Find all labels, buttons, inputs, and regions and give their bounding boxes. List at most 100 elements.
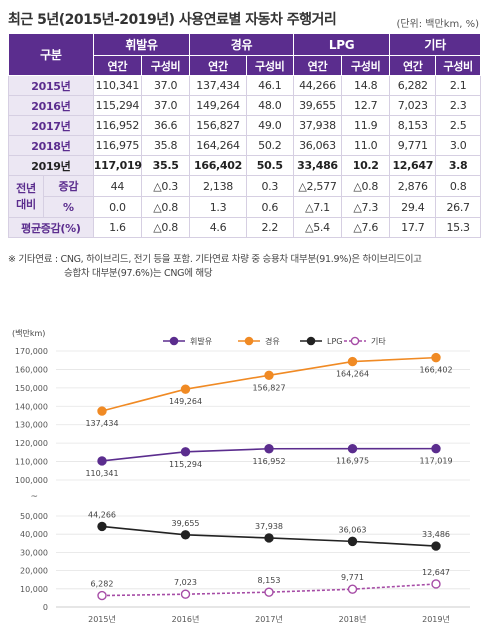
table-cell: △0.8 bbox=[140, 196, 191, 218]
series-3: 6,282 7,023 8,153 9,771 12,647 bbox=[91, 568, 450, 601]
row-label: 2019년 bbox=[8, 155, 94, 176]
table-row: 2017년 116,952 36.6 156,827 49.0 37,938 11.9 8,1… bbox=[8, 115, 481, 136]
data-point bbox=[264, 370, 274, 380]
table-cell: 35.5 bbox=[140, 155, 191, 176]
data-point bbox=[180, 447, 191, 457]
y-tick-label: 40,000 bbox=[20, 530, 48, 539]
y-tick-label: 100,000 bbox=[15, 476, 48, 485]
table-subheader: 연간 bbox=[292, 55, 343, 76]
table-cell: △7.3 bbox=[341, 196, 391, 218]
table-cell: 11.0 bbox=[341, 135, 391, 156]
table-cell: 4.6 bbox=[189, 217, 247, 238]
data-point bbox=[431, 541, 441, 551]
legend-label: 기타 bbox=[371, 337, 386, 346]
chart-legend: 휘발유 경유 LPG 기타 bbox=[163, 336, 386, 346]
data-label: 36,063 bbox=[339, 525, 367, 534]
data-point bbox=[347, 444, 358, 454]
table-cell: 3.0 bbox=[435, 135, 481, 156]
table-cell: 50.2 bbox=[245, 135, 294, 156]
table-cell: 137,434 bbox=[189, 75, 247, 96]
table-cell: △0.8 bbox=[140, 217, 191, 238]
table-cell: 3.8 bbox=[435, 155, 481, 176]
table-cell: 8,153 bbox=[389, 115, 437, 136]
data-label: 117,019 bbox=[419, 457, 452, 466]
table-cell: 49.0 bbox=[245, 115, 294, 136]
data-point bbox=[264, 587, 274, 597]
legend-label: 경유 bbox=[265, 336, 280, 346]
table-cell: 9,771 bbox=[389, 135, 437, 156]
table-cell: 12,647 bbox=[389, 155, 437, 176]
table-cell: 37,938 bbox=[292, 115, 343, 136]
data-label: 12,647 bbox=[422, 568, 450, 577]
y-tick-label: 120,000 bbox=[15, 439, 48, 448]
data-label: 149,264 bbox=[169, 397, 202, 406]
table-cell: 149,264 bbox=[189, 95, 247, 116]
table-cell: △2,577 bbox=[292, 175, 343, 197]
table-cell: 0.0 bbox=[92, 196, 142, 218]
y-tick-label: 140,000 bbox=[15, 402, 48, 411]
legend-label: 휘발유 bbox=[190, 336, 212, 346]
data-label: 37,938 bbox=[255, 522, 283, 531]
table-row: 2015년 110,341 37.0 137,434 46.1 44,266 14.8 6,2… bbox=[8, 75, 481, 96]
legend-marker bbox=[350, 336, 360, 346]
table-cell: 1.6 bbox=[92, 217, 142, 238]
legend-label: LPG bbox=[327, 337, 342, 346]
table-cell: 50.5 bbox=[245, 155, 294, 176]
legend-item: 휘발유 bbox=[163, 336, 212, 346]
table-cell: △5.4 bbox=[292, 217, 343, 238]
table-group-header: LPG bbox=[292, 33, 391, 56]
table-group-header: 경유 bbox=[189, 33, 294, 56]
y-tick-label: 170,000 bbox=[15, 347, 48, 356]
row-label: 평균증감(%) bbox=[8, 217, 94, 238]
series-2: 44,266 39,655 37,938 36,063 33,486 bbox=[88, 510, 450, 551]
table-subheader: 구성비 bbox=[435, 55, 481, 76]
table-cell: 166,402 bbox=[189, 155, 247, 176]
table-header-groups: 구분 휘발유 경유 LPG 기타 bbox=[8, 33, 481, 76]
table-row: 2019년 117,019 35.5 166,402 50.5 33,486 10.2 12,… bbox=[8, 155, 481, 176]
table-row: 2018년 116,975 35.8 164,264 50.2 36,063 11.0 9,7… bbox=[8, 135, 481, 156]
table-cell: 44,266 bbox=[292, 75, 343, 96]
x-tick-label: 2015년 bbox=[88, 614, 116, 624]
table-cell: 7,023 bbox=[389, 95, 437, 116]
table-cell: 2.3 bbox=[435, 95, 481, 116]
table-cell: 37.0 bbox=[140, 75, 191, 96]
data-label: 116,975 bbox=[336, 457, 369, 466]
x-tick-label: 2018년 bbox=[339, 614, 367, 624]
row-label: 2015년 bbox=[8, 75, 94, 96]
data-label: 8,153 bbox=[258, 576, 281, 585]
table-cell: 46.1 bbox=[245, 75, 294, 96]
table-cell: 116,975 bbox=[92, 135, 142, 156]
data-point bbox=[347, 356, 358, 367]
table-cell: 29.4 bbox=[389, 196, 437, 218]
table-cell: 117,019 bbox=[92, 155, 142, 176]
unit-note: (단위: 백만km, %) bbox=[396, 19, 479, 30]
table-cell: 36.6 bbox=[140, 115, 191, 136]
data-label: 7,023 bbox=[174, 578, 197, 587]
table-cell: 33,486 bbox=[292, 155, 343, 176]
yoy-label: 전년 대비 증감% bbox=[8, 175, 94, 218]
table-group-header: 기타 bbox=[389, 33, 481, 56]
table-cell: 110,341 bbox=[92, 75, 142, 96]
table-group-header: 휘발유 bbox=[92, 33, 191, 56]
table-subheader: 구성비 bbox=[140, 55, 191, 76]
footnote-line-2: 승합차 대부분(97.6%)는 CNG에 해당 bbox=[64, 268, 213, 279]
data-point bbox=[97, 590, 107, 601]
table-cell: 12.7 bbox=[341, 95, 391, 116]
data-point bbox=[431, 579, 441, 589]
table-cell: 39,655 bbox=[292, 95, 343, 116]
data-point bbox=[431, 352, 441, 363]
table-cell: △0.8 bbox=[341, 175, 391, 197]
table-subheader: 구성비 bbox=[341, 55, 391, 76]
y-tick-label: 0 bbox=[43, 603, 48, 612]
y-tick-label: 20,000 bbox=[20, 567, 48, 576]
data-label: 116,952 bbox=[252, 457, 285, 466]
data-label: 44,266 bbox=[88, 510, 116, 519]
table-cell: 10.2 bbox=[341, 155, 391, 176]
table-cell: △7.6 bbox=[341, 217, 391, 238]
footnote-line-1: ※ 기타연료 : CNG, 하이브리드, 전기 등을 포함. 기타연료 차량 중… bbox=[8, 254, 422, 265]
data-label: 137,434 bbox=[85, 419, 118, 428]
legend-item: 경유 bbox=[238, 336, 280, 346]
data-point bbox=[97, 406, 107, 416]
table-cell: 2.1 bbox=[435, 75, 481, 96]
table-header-sub: 연간 구성비 연간 구성비 연간 구성비 연간 구성비 bbox=[9, 55, 481, 76]
